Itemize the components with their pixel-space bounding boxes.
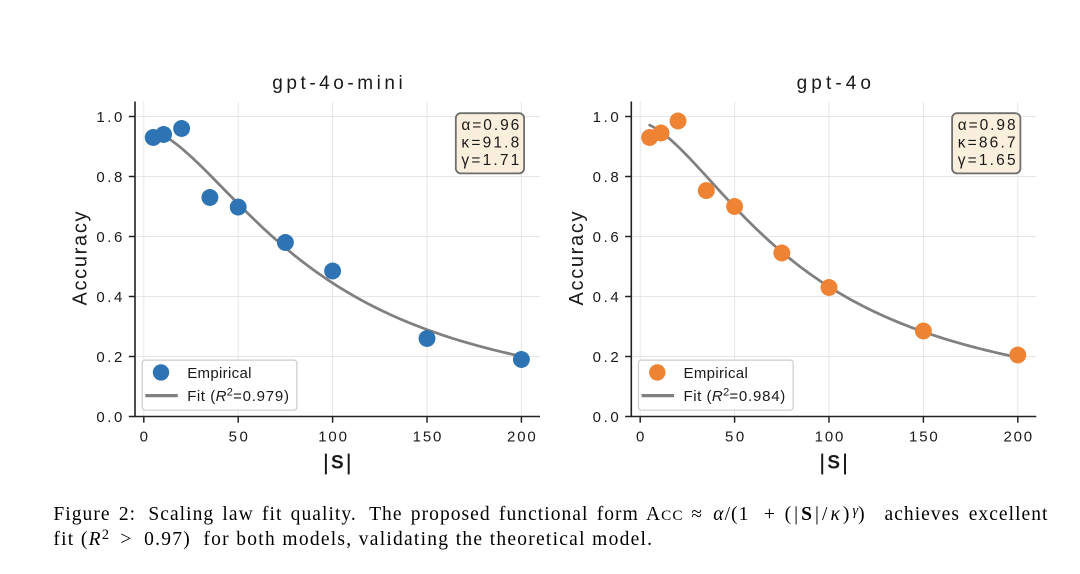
svg-text:=0.979): =0.979) <box>233 388 289 405</box>
svg-text:R: R <box>216 388 227 405</box>
svg-text:Accuracy: Accuracy <box>566 212 588 306</box>
svg-text:0.4: 0.4 <box>593 289 622 306</box>
svg-text:α=0.96: α=0.96 <box>461 117 519 134</box>
svg-text:2: 2 <box>723 387 729 399</box>
svg-text:0.2: 0.2 <box>96 349 125 366</box>
svg-text:γ=1.71: γ=1.71 <box>461 152 519 169</box>
svg-text:Accuracy: Accuracy <box>70 212 92 306</box>
svg-text:κ=91.8: κ=91.8 <box>461 135 519 152</box>
svg-text:150: 150 <box>413 428 442 445</box>
svg-text:Empirical: Empirical <box>187 365 251 382</box>
svg-text:1.0: 1.0 <box>96 109 125 126</box>
svg-text:150: 150 <box>909 428 938 445</box>
svg-text:=0.984): =0.984) <box>729 388 785 405</box>
svg-text:α=0.98: α=0.98 <box>958 117 1016 134</box>
svg-text:0.0: 0.0 <box>96 409 125 426</box>
svg-text:gpt-4o-mini: gpt-4o-mini <box>272 73 402 94</box>
svg-text:0.8: 0.8 <box>96 169 125 186</box>
svg-text:Empirical: Empirical <box>684 365 748 382</box>
svg-text:200: 200 <box>507 428 536 445</box>
svg-text:0: 0 <box>636 428 644 445</box>
svg-text:2: 2 <box>227 387 233 399</box>
svg-text:R: R <box>712 388 723 405</box>
svg-text:γ=1.65: γ=1.65 <box>958 152 1016 169</box>
svg-text:0.0: 0.0 <box>593 409 622 426</box>
svg-text:Fit (: Fit ( <box>684 388 712 405</box>
svg-text:κ=86.7: κ=86.7 <box>958 135 1016 152</box>
svg-text:S: S <box>827 452 840 473</box>
svg-text:0.6: 0.6 <box>593 229 622 246</box>
svg-text:100: 100 <box>318 428 347 445</box>
svg-text:0.4: 0.4 <box>96 289 125 306</box>
svg-text:0.8: 0.8 <box>593 169 622 186</box>
svg-text:100: 100 <box>815 428 844 445</box>
svg-text:200: 200 <box>1003 428 1032 445</box>
svg-text:0: 0 <box>140 428 148 445</box>
svg-text:S: S <box>331 452 344 473</box>
svg-text:0.2: 0.2 <box>593 349 622 366</box>
svg-text:0.6: 0.6 <box>96 229 125 246</box>
svg-text:1.0: 1.0 <box>593 109 622 126</box>
svg-text:Fit (: Fit ( <box>187 388 215 405</box>
